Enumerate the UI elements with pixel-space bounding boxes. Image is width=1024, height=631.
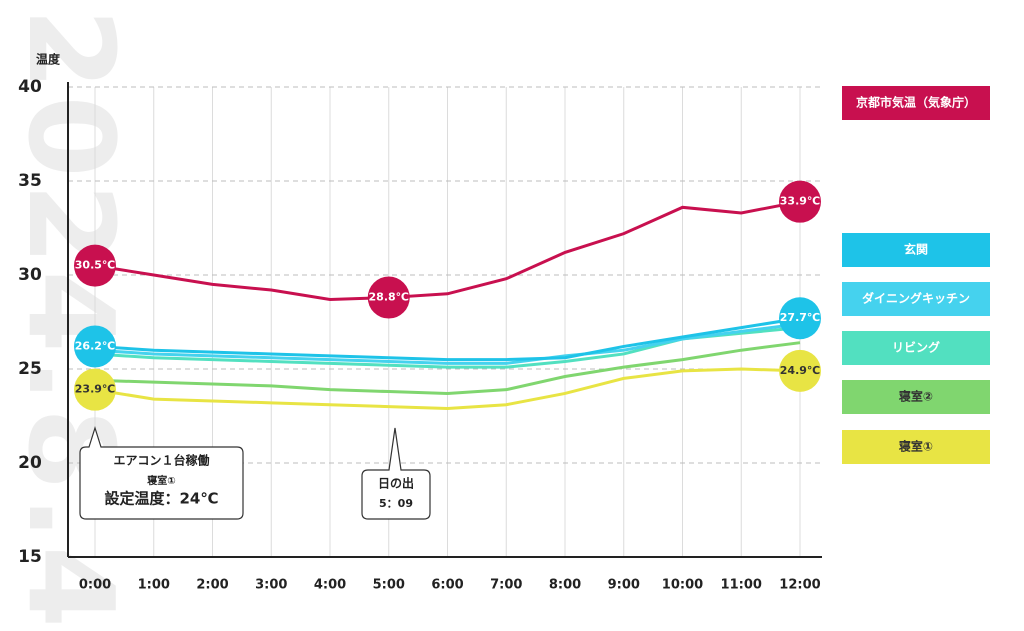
legend-label: 京都市気温（気象庁） [856,95,976,110]
y-tick-label: 15 [18,547,42,567]
legend-label: 寝室① [899,439,933,454]
y-tick-label: 40 [18,77,42,97]
data-point [779,349,821,392]
x-tick-label: 11:00 [721,578,762,593]
x-tick-label: 2:00 [196,578,228,593]
annotation-box [361,427,431,520]
data-point [779,297,821,340]
data-point [779,180,821,223]
x-tick-label: 7:00 [490,578,522,593]
x-tick-label: 5:00 [373,578,405,593]
legend-swatch [842,331,990,365]
annotation-box [79,426,244,520]
annotation-text: 寝室① [147,474,175,487]
legend-swatch [842,282,990,316]
x-tick-label: 1:00 [138,578,170,593]
y-tick-label: 35 [18,171,42,191]
legend-label: 玄関 [904,242,928,257]
x-tick-label: 3:00 [255,578,287,593]
series-line [94,316,801,362]
data-point [74,244,116,287]
data-label: 23.9℃ [75,383,115,396]
series-line [94,341,801,395]
y-tick-label: 25 [18,359,42,379]
data-label: 33.9℃ [780,195,820,208]
legend-label: 寝室② [899,389,933,404]
x-tick-label: 9:00 [608,578,640,593]
x-tick-label: 0:00 [79,578,111,593]
series-line [94,367,801,410]
x-tick-label: 10:00 [662,578,703,593]
legend-swatch [842,430,990,464]
y-tick-label: 30 [18,265,42,285]
legend-swatch [842,86,990,120]
annotation-text: 日の出 [378,476,414,491]
data-point [74,325,116,368]
y-axis-label: 温度 [36,52,61,67]
data-label: 26.2℃ [75,339,115,352]
series-line [94,200,801,301]
legend-swatch [842,233,990,267]
annotation-text: エアコン１台稼働 [113,453,209,468]
series-line [94,322,801,365]
data-label: 24.9℃ [780,364,820,377]
legend-swatch [842,380,990,414]
x-tick-label: 8:00 [549,578,581,593]
data-point [74,368,116,411]
data-label: 30.5℃ [75,259,115,272]
watermark: 2024.8.4 [2,8,140,628]
legend-label: リビング [892,340,940,355]
legend-label: ダイニングキッチン [862,291,970,306]
y-tick-label: 20 [18,453,42,473]
annotation-text: 5：09 [379,497,413,510]
x-tick-label: 6:00 [431,578,463,593]
annotation-text: 設定温度：24℃ [104,490,218,508]
data-point [367,276,410,319]
x-tick-label: 4:00 [314,578,346,593]
x-tick-label: 12:00 [779,578,820,593]
data-label: 28.8℃ [369,291,409,304]
data-label: 27.7℃ [780,311,820,324]
